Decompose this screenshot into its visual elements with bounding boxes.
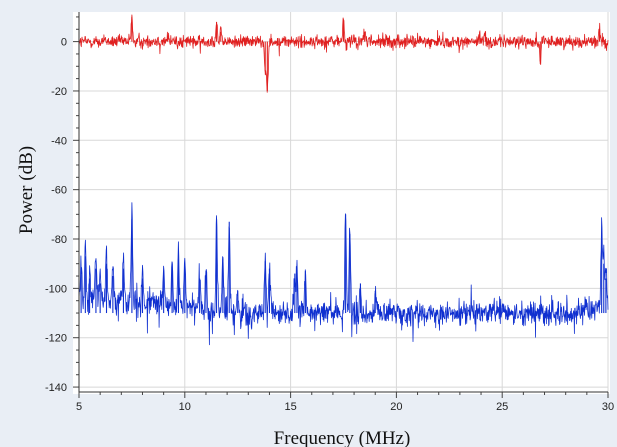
x-tick-label: 30 — [602, 401, 614, 413]
y-tick-label: -120 — [45, 333, 67, 345]
x-tick-label: 5 — [76, 401, 82, 413]
y-tick-label: -80 — [51, 234, 67, 246]
axes: 5 10 15 20 25 30 0 -20 -40 -60 -80 -100 -120 -140 — [45, 12, 614, 413]
x-tick-label: 15 — [284, 401, 296, 413]
series-line-1 — [78, 202, 609, 346]
x-tick-label: 25 — [496, 401, 508, 413]
x-axis-title: Frequency (MHz) — [274, 428, 411, 447]
y-axis-title: Power (dB) — [16, 146, 37, 234]
plot-area — [73, 12, 610, 394]
y-tick-label: -20 — [51, 86, 67, 98]
y-tick-label: -60 — [51, 185, 67, 197]
y-tick-label: 0 — [61, 37, 67, 49]
grid — [78, 12, 609, 392]
y-tick-label: -40 — [51, 135, 67, 147]
series-layer — [78, 14, 609, 346]
y-tick-label: -100 — [45, 283, 67, 295]
x-tick-label: 20 — [390, 401, 402, 413]
x-tick-label: 10 — [179, 401, 191, 413]
y-tick-label: -140 — [45, 382, 67, 394]
